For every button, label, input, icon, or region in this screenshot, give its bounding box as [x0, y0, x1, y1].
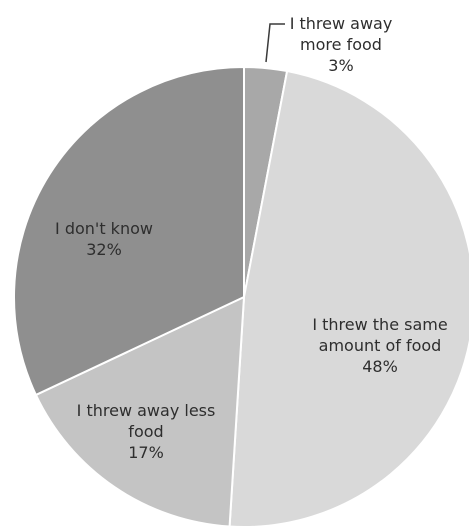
slice-label-more-food: I threw away more food 3%: [290, 13, 393, 76]
slice-value-label: 48%: [362, 357, 398, 376]
pie-slice-same-amount: [228, 70, 469, 528]
slice-value-label: 3%: [328, 56, 354, 75]
slice-label-line: I don't know: [55, 219, 153, 238]
slice-label-line: I threw away less: [76, 401, 216, 420]
slice-label-less-food: I threw away less food 17%: [77, 400, 216, 463]
slice-label-dont-know: I don't know 32%: [55, 218, 153, 260]
pie-slice-dont-know: [13, 66, 245, 396]
leader-line-more-food: [265, 23, 285, 63]
slice-label-line: more food: [300, 35, 382, 54]
slice-label-line: food: [128, 422, 164, 441]
pie-slice-less-food: [34, 296, 245, 528]
slice-label-line: I threw away: [289, 14, 393, 33]
slice-value-label: 32%: [86, 240, 122, 259]
slice-value-label: 17%: [128, 443, 164, 462]
slice-label-line: amount of food: [318, 336, 442, 355]
slice-label-same-amount: I threw the same amount of food 48%: [312, 314, 447, 377]
slice-label-line: I threw the same: [312, 315, 448, 334]
